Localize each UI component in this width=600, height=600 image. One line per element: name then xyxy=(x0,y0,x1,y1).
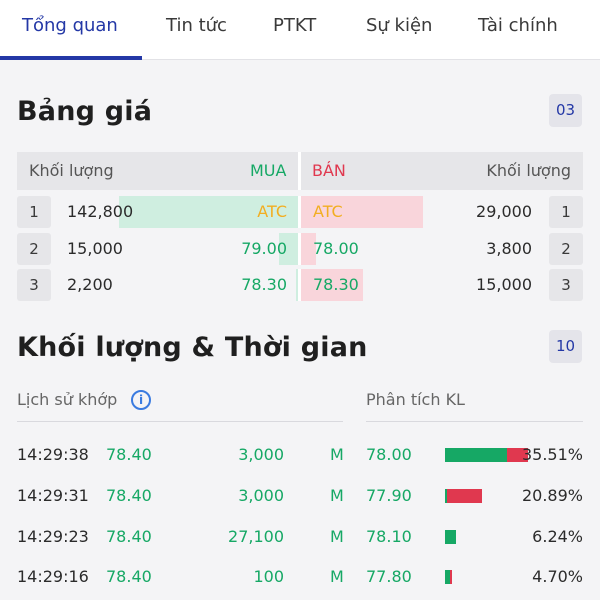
analysis-percent: 6.24% xyxy=(532,527,583,546)
analysis-buy-bar xyxy=(445,570,450,584)
trade-price: 78.40 xyxy=(106,527,152,546)
bid-price[interactable]: 79.00 xyxy=(241,239,287,258)
analysis-sell-bar xyxy=(447,489,482,503)
ask-volume: 29,000 xyxy=(476,202,532,221)
ask-price[interactable]: 78.00 xyxy=(313,239,359,258)
analysis-sell-bar xyxy=(507,448,528,462)
trade-volume: 3,000 xyxy=(238,445,284,464)
analysis-buy-bar xyxy=(445,530,456,544)
bid-volume: 2,200 xyxy=(67,275,113,294)
trade-side: M xyxy=(330,567,344,586)
order-book-divider xyxy=(298,152,301,190)
bid-volume-header: Khối lượng xyxy=(29,161,114,180)
ask-price[interactable]: ATC xyxy=(313,202,343,221)
bid-volume: 15,000 xyxy=(67,239,123,258)
bid-volume-bar xyxy=(279,233,299,265)
trade-time: 14:29:23 xyxy=(17,527,89,546)
analysis-price: 77.80 xyxy=(366,567,412,586)
top-tab-bar: Tổng quan Tin tức PTKT Sự kiện Tài chính xyxy=(0,0,600,60)
tab-finance[interactable]: Tài chính xyxy=(478,15,558,36)
time-sales-title: Khối lượng & Thời gian xyxy=(17,332,368,363)
analysis-percent: 35.51% xyxy=(521,445,583,464)
bid-volume-bar xyxy=(296,269,299,301)
price-board-title: Bảng giá xyxy=(17,96,153,127)
row-divider xyxy=(298,233,301,265)
bid-volume-bar xyxy=(119,196,299,228)
tab-news[interactable]: Tin tức xyxy=(166,15,227,36)
tab-overview[interactable]: Tổng quan xyxy=(22,15,118,36)
row-divider xyxy=(298,196,301,228)
ask-volume-bar xyxy=(299,196,423,228)
price-board-levels-badge[interactable]: 03 xyxy=(549,94,582,127)
analysis-divider xyxy=(366,421,583,422)
trade-side: M xyxy=(330,445,344,464)
ask-volume-bar xyxy=(299,233,316,265)
trade-side: M xyxy=(330,527,344,546)
ask-volume-header: Khối lượng xyxy=(486,161,571,180)
ask-price[interactable]: 78.30 xyxy=(313,275,359,294)
trade-time: 14:29:38 xyxy=(17,445,89,464)
analysis-buy-bar xyxy=(445,489,447,503)
analysis-sell-bar xyxy=(450,570,452,584)
trade-price: 78.40 xyxy=(106,567,152,586)
trade-price: 78.40 xyxy=(106,486,152,505)
trade-volume: 3,000 xyxy=(238,486,284,505)
analysis-price: 78.00 xyxy=(366,445,412,464)
bid-price[interactable]: ATC xyxy=(257,202,287,221)
analysis-percent: 20.89% xyxy=(521,486,583,505)
bid-volume: 142,800 xyxy=(67,202,134,221)
trade-volume: 100 xyxy=(253,567,284,586)
row-divider xyxy=(298,269,301,301)
ask-volume-bar xyxy=(299,269,363,301)
row-number-right: 2 xyxy=(549,233,583,265)
buy-header: MUA xyxy=(250,161,287,180)
history-divider xyxy=(17,421,343,422)
match-history-label: Lịch sử khớp xyxy=(17,390,118,409)
analysis-price: 78.10 xyxy=(366,527,412,546)
sell-header: BÁN xyxy=(312,161,346,180)
analysis-buy-bar xyxy=(445,448,507,462)
volume-analysis-label: Phân tích KL xyxy=(366,390,465,409)
analysis-price: 77.90 xyxy=(366,486,412,505)
trade-time: 14:29:31 xyxy=(17,486,89,505)
row-number-right: 3 xyxy=(549,269,583,301)
row-number: 1 xyxy=(17,196,51,228)
tab-events[interactable]: Sự kiện xyxy=(366,15,433,36)
ask-volume: 15,000 xyxy=(476,275,532,294)
info-icon[interactable]: i xyxy=(131,390,151,410)
bid-price[interactable]: 78.30 xyxy=(241,275,287,294)
row-number: 2 xyxy=(17,233,51,265)
row-number-right: 1 xyxy=(549,196,583,228)
active-tab-indicator xyxy=(0,56,142,60)
analysis-percent: 4.70% xyxy=(532,567,583,586)
trade-side: M xyxy=(330,486,344,505)
trade-price: 78.40 xyxy=(106,445,152,464)
time-sales-count-badge[interactable]: 10 xyxy=(549,330,582,363)
row-number: 3 xyxy=(17,269,51,301)
trade-volume: 27,100 xyxy=(228,527,284,546)
tab-technical[interactable]: PTKT xyxy=(273,15,317,36)
ask-volume: 3,800 xyxy=(486,239,532,258)
trade-time: 14:29:16 xyxy=(17,567,89,586)
